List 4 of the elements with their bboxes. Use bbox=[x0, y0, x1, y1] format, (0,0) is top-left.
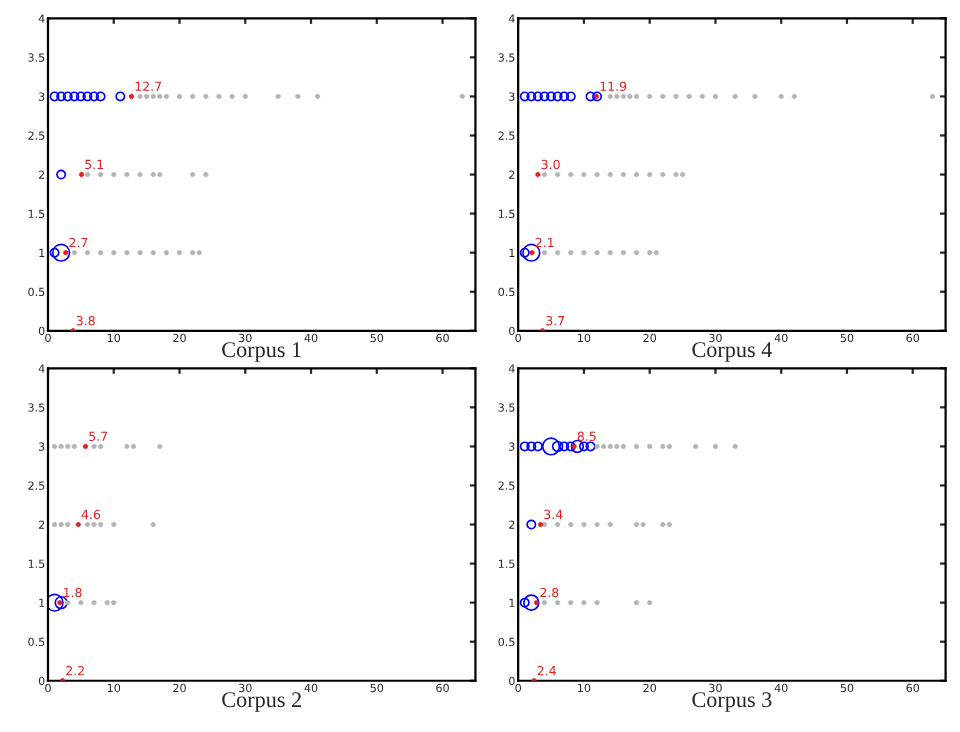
x-axis-title: Corpus 4 bbox=[692, 342, 772, 362]
x-axis-title: Corpus 2 bbox=[222, 692, 301, 712]
x-axis-title: Corpus 3 bbox=[692, 692, 772, 712]
x-axis-title: Corpus 1 bbox=[222, 342, 301, 362]
